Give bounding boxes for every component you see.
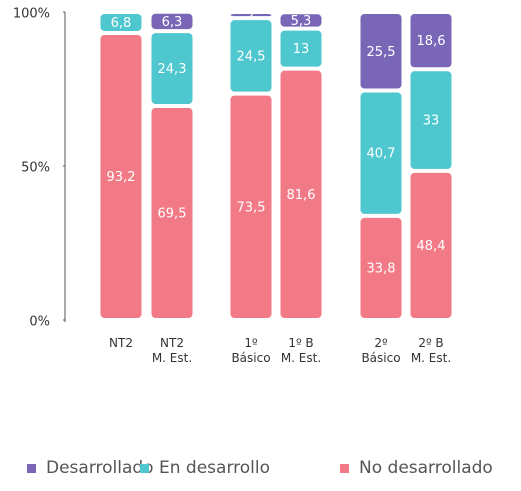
value-label: 6,3 — [162, 15, 183, 30]
value-label: 93,2 — [107, 170, 136, 185]
value-label: 13 — [293, 42, 310, 57]
value-label: 25,5 — [367, 45, 396, 60]
legend-item: No desarrollado — [340, 458, 493, 478]
legend-label: En desarrollo — [159, 458, 270, 478]
value-label: 40,7 — [367, 147, 396, 162]
value-label: 33 — [423, 114, 440, 129]
bar-segment — [100, 34, 142, 318]
y-tick-label: 100% — [13, 7, 50, 22]
y-tick-label: 50% — [21, 161, 50, 176]
bar-segment — [151, 13, 193, 30]
x-tick-label: 2º B M. Est. — [410, 336, 452, 365]
x-tick-label: 1º Básico — [231, 336, 271, 365]
bar-segment — [360, 217, 402, 318]
value-label: 81,6 — [287, 188, 316, 203]
value-label: 2 — [247, 9, 255, 24]
value-label: 33,8 — [367, 261, 396, 276]
legend-label: No desarrollado — [359, 458, 493, 478]
x-tick-label: 1º B M. Est. — [280, 336, 322, 365]
y-tick-label: 0% — [29, 315, 50, 330]
value-label: 18,6 — [417, 34, 446, 49]
bar-segment — [230, 95, 272, 319]
legend-item: En desarrollo — [140, 458, 270, 478]
value-label: 24,3 — [158, 62, 187, 77]
value-label: 69,5 — [158, 206, 187, 221]
legend-swatch — [140, 463, 149, 473]
x-tick-label: NT2 — [109, 336, 133, 350]
legend-swatch — [27, 463, 36, 473]
bar-segment — [410, 14, 452, 68]
bar-segment — [100, 14, 142, 31]
bar-segment — [360, 14, 402, 89]
value-label: 24,5 — [237, 49, 266, 64]
value-label: 48,4 — [417, 239, 446, 254]
bar-segment — [410, 172, 452, 318]
x-tick-label: 2º Básico — [361, 336, 401, 365]
value-label: 5,3 — [291, 14, 312, 29]
legend-swatch — [340, 463, 349, 473]
bar-segment — [410, 71, 452, 169]
legend-label: Desarrollado — [46, 458, 154, 478]
value-label: 73,5 — [237, 200, 266, 215]
bar-segment — [280, 70, 322, 318]
bar-segment — [151, 33, 193, 104]
bar-segment — [280, 30, 322, 67]
legend-item: Desarrollado — [27, 458, 154, 478]
bar-segment — [151, 107, 193, 318]
bar-segment — [280, 14, 322, 27]
x-tick-label: NT2 M. Est. — [151, 336, 193, 365]
bar-segment — [230, 14, 272, 17]
value-label: 6,8 — [111, 16, 132, 31]
bar-segment — [360, 92, 402, 214]
bar-segment — [230, 20, 272, 92]
